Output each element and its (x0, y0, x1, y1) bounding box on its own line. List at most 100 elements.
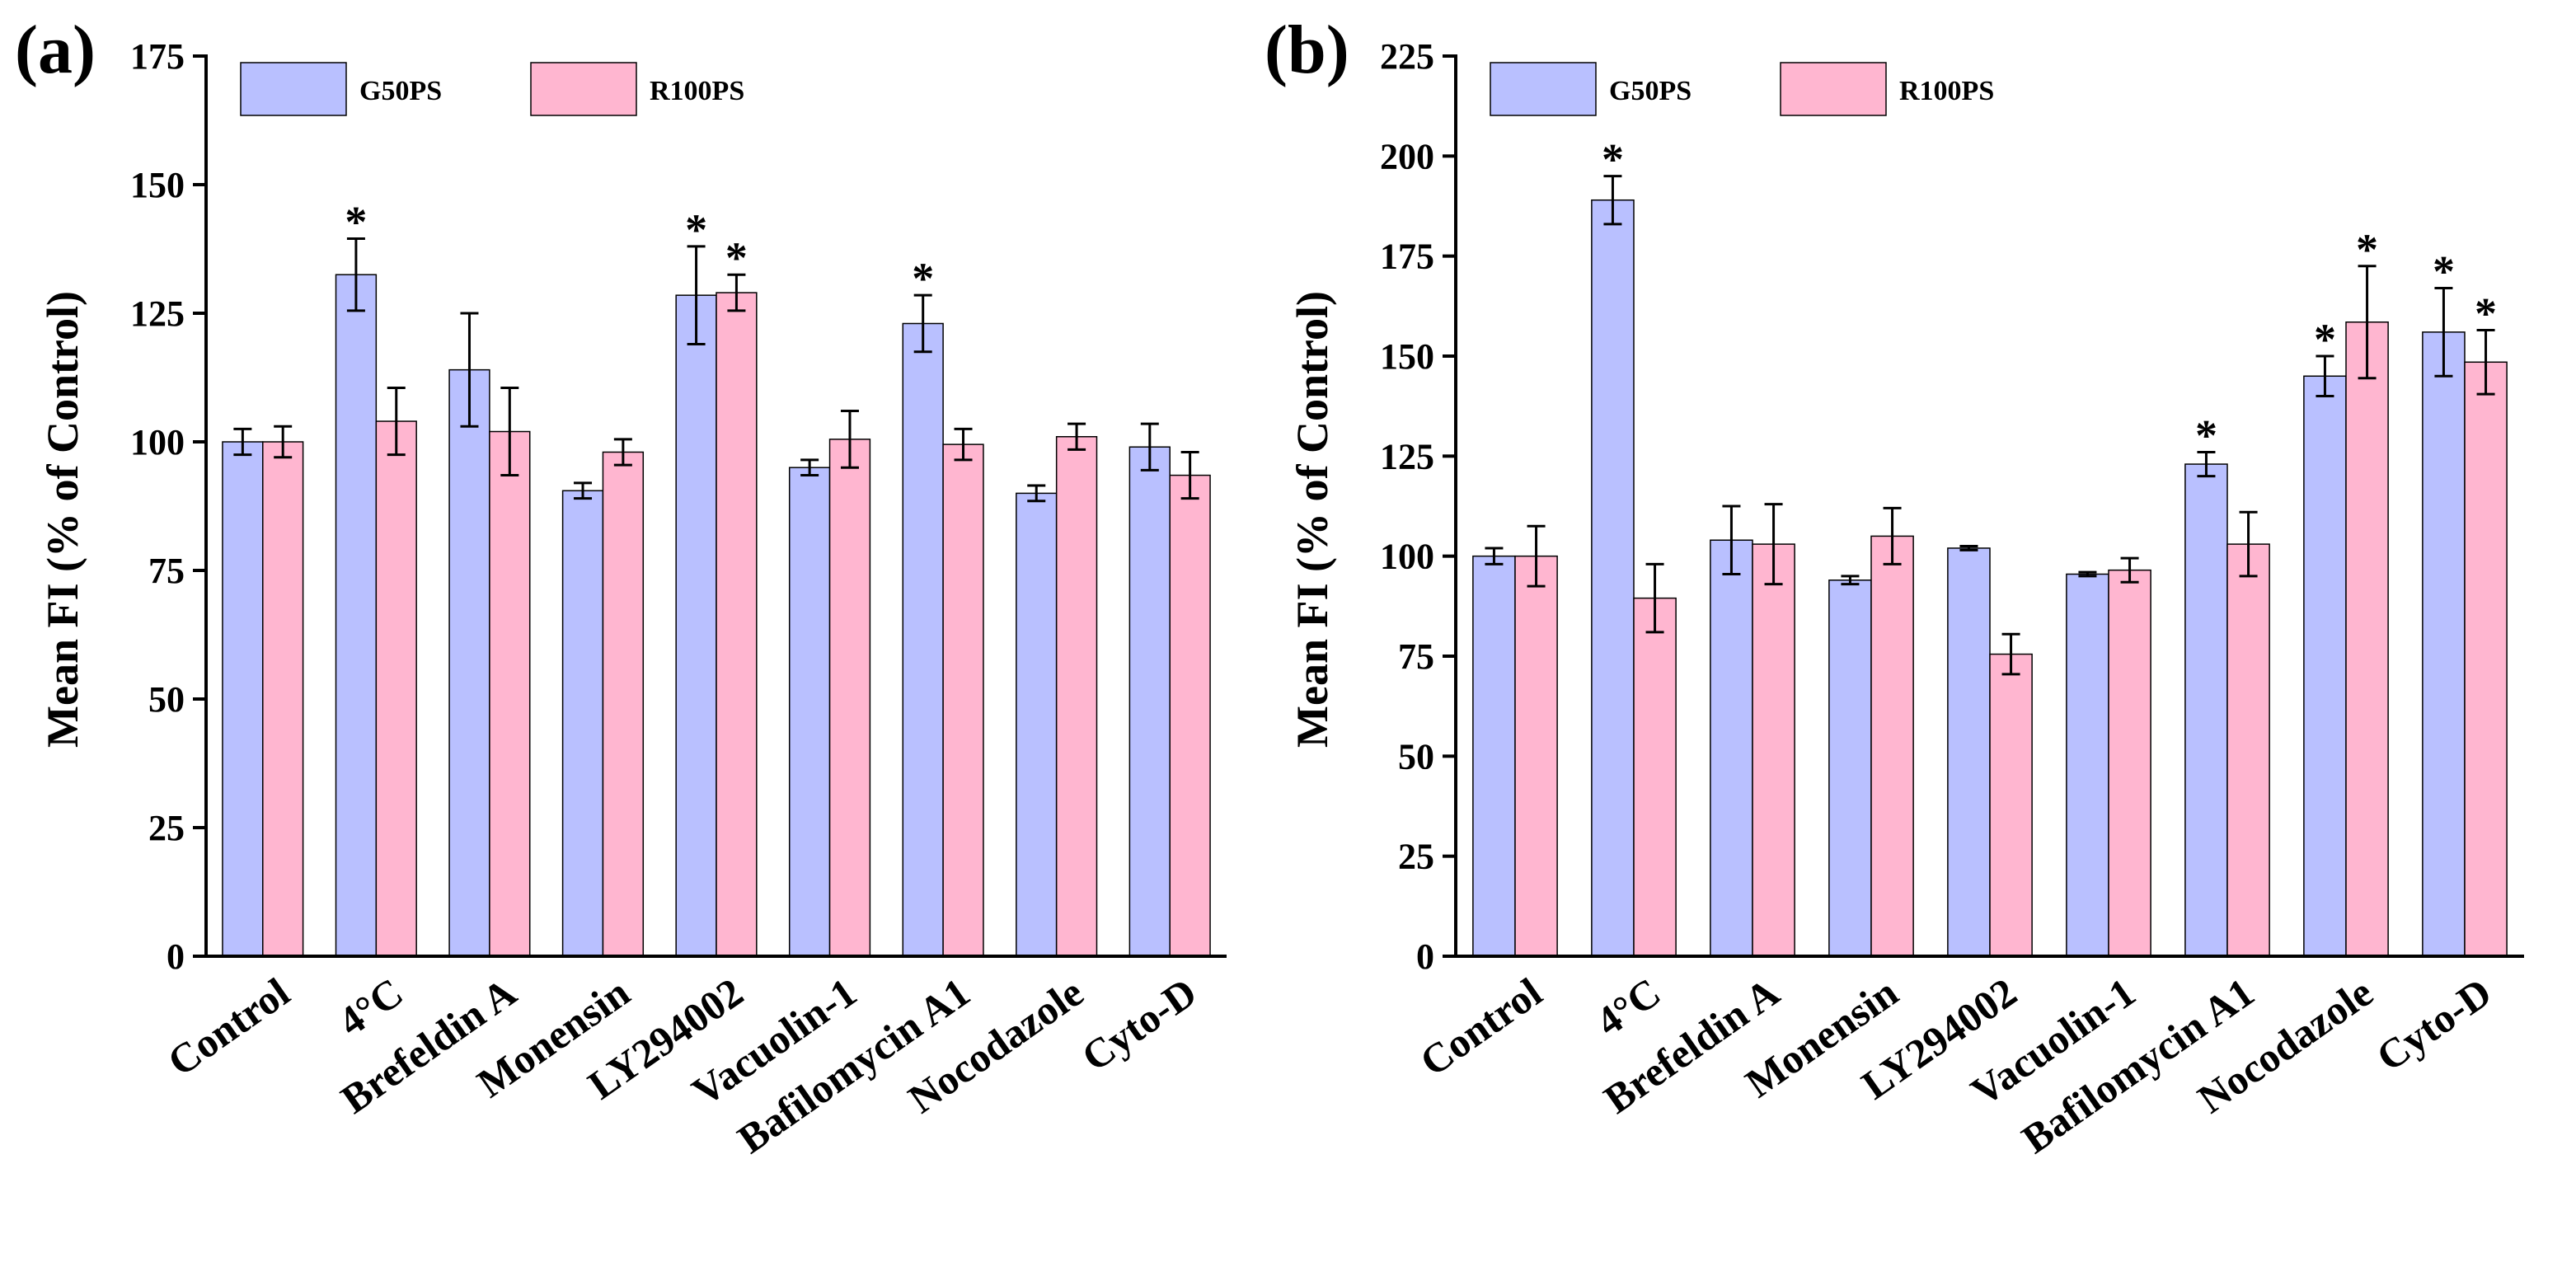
bar-r100ps-8 (1169, 474, 1211, 957)
bar-r100ps-7 (2345, 321, 2389, 957)
significance-marker: * (2314, 315, 2336, 364)
bar-g50ps-7 (1016, 492, 1058, 957)
x-tick-label: Control (1411, 969, 1550, 1085)
bar-r100ps-4 (716, 292, 758, 957)
error-bar-g50ps-3 (1841, 575, 1860, 586)
error-bar-g50ps-3 (574, 481, 593, 500)
bar-g50ps-3 (1828, 580, 1872, 957)
panel-b: (b) 0 25 50 75 100 125 150 175 200 225 * * * * * * Contr… (1265, 12, 2524, 1162)
x-tick-label: Cyto-D (2368, 969, 2500, 1080)
significance-marker: * (685, 205, 707, 255)
bar-g50ps-1 (1591, 199, 1635, 957)
error-bar-r100ps-0 (274, 425, 293, 459)
legend-label-g50ps: G50PS (1609, 76, 1692, 106)
bar-g50ps-2 (1710, 539, 1753, 957)
y-tick-label: 0 (1416, 936, 1434, 977)
error-bar-g50ps-1 (346, 237, 365, 312)
bar-g50ps-4 (1947, 547, 1991, 957)
bar-g50ps-5 (788, 467, 831, 957)
y-tick-label: 0 (167, 936, 185, 977)
panel-label: (b) (1265, 12, 1349, 88)
bar-g50ps-2 (448, 368, 490, 957)
y-tick-label: 225 (1380, 36, 1434, 77)
error-bar-g50ps-4 (687, 245, 706, 345)
y-tick-label: 100 (130, 422, 185, 462)
y-axis-title: Mean FI (% of Control) (38, 291, 87, 748)
legend-label-r100ps: R100PS (1899, 76, 1994, 106)
error-bar-r100ps-1 (1645, 562, 1664, 634)
error-bar-r100ps-5 (840, 410, 859, 469)
bar-r100ps-7 (1055, 436, 1098, 957)
error-bar-r100ps-3 (1883, 506, 1902, 565)
bar-r100ps-1 (1633, 597, 1677, 957)
bar-r100ps-0 (1514, 555, 1558, 957)
error-bar-g50ps-8 (2434, 286, 2453, 378)
error-bar-g50ps-2 (1722, 504, 1741, 576)
bar-g50ps-0 (222, 441, 264, 957)
error-bar-r100ps-2 (500, 386, 519, 477)
significance-marker: * (345, 198, 367, 247)
y-axis-title: Mean FI (% of Control) (1288, 291, 1337, 748)
legend-label-r100ps: R100PS (650, 76, 744, 106)
error-bar-g50ps-7 (1027, 484, 1046, 503)
bar-r100ps-3 (1870, 535, 1914, 957)
y-tick-label: 125 (130, 293, 185, 334)
bar-r100ps-2 (1752, 543, 1795, 957)
legend-label-g50ps: G50PS (359, 76, 442, 106)
bar-r100ps-4 (1989, 653, 2033, 957)
y-tick-label: 25 (1398, 837, 1434, 877)
error-bar-g50ps-5 (2078, 570, 2097, 578)
error-bar-r100ps-8 (1180, 450, 1199, 500)
significance-marker: * (2356, 225, 2378, 274)
legend-swatch-r100ps (1780, 62, 1887, 116)
bar-g50ps-7 (2303, 375, 2347, 957)
x-tick-label: 4°C (1588, 969, 1669, 1044)
bar-g50ps-6 (902, 322, 944, 957)
y-tick-label: 50 (1398, 736, 1434, 777)
panel-label: (a) (15, 12, 96, 88)
error-bar-r100ps-8 (2476, 328, 2495, 396)
bar-g50ps-4 (675, 294, 717, 957)
y-tick-label: 75 (1398, 636, 1434, 677)
bar-r100ps-6 (2226, 543, 2270, 957)
y-tick-label: 125 (1380, 436, 1434, 476)
y-tick-label: 50 (148, 679, 185, 720)
error-bar-g50ps-7 (2316, 354, 2334, 398)
error-bar-g50ps-8 (1140, 422, 1159, 472)
bar-g50ps-6 (2184, 463, 2228, 957)
error-bar-g50ps-6 (913, 293, 932, 354)
x-tick-label: 4°C (330, 969, 411, 1044)
significance-marker: * (725, 233, 748, 283)
x-tick-label: Control (159, 969, 298, 1085)
bar-r100ps-2 (489, 430, 531, 957)
legend-swatch-g50ps (1490, 62, 1597, 116)
significance-marker: * (1602, 135, 1624, 185)
y-tick-label: 100 (1380, 537, 1434, 577)
y-tick-label: 25 (148, 808, 185, 848)
error-bar-r100ps-6 (954, 427, 973, 462)
error-bar-g50ps-2 (460, 312, 479, 428)
error-bar-r100ps-7 (2358, 265, 2377, 380)
significance-marker: * (2195, 411, 2217, 460)
error-bar-r100ps-5 (2120, 556, 2139, 584)
error-bar-g50ps-0 (1485, 547, 1504, 565)
error-bar-g50ps-5 (800, 458, 819, 477)
error-bar-r100ps-7 (1067, 422, 1086, 451)
significance-marker: * (912, 254, 934, 303)
error-bar-g50ps-0 (233, 427, 252, 457)
y-tick-label: 175 (130, 36, 185, 77)
y-tick-label: 175 (1380, 237, 1434, 277)
legend-swatch-g50ps (240, 62, 347, 116)
error-bar-r100ps-2 (1764, 503, 1783, 586)
x-tick-label: Cyto-D (1073, 969, 1205, 1080)
error-bar-g50ps-6 (2197, 450, 2216, 478)
error-bar-r100ps-1 (387, 386, 406, 457)
bar-g50ps-8 (2422, 331, 2466, 957)
significance-marker: * (2433, 246, 2455, 296)
error-bar-r100ps-4 (2001, 632, 2020, 676)
bar-r100ps-1 (375, 420, 417, 957)
error-bar-g50ps-4 (1959, 545, 1978, 551)
bar-r100ps-3 (602, 451, 645, 957)
bar-g50ps-3 (561, 490, 604, 957)
